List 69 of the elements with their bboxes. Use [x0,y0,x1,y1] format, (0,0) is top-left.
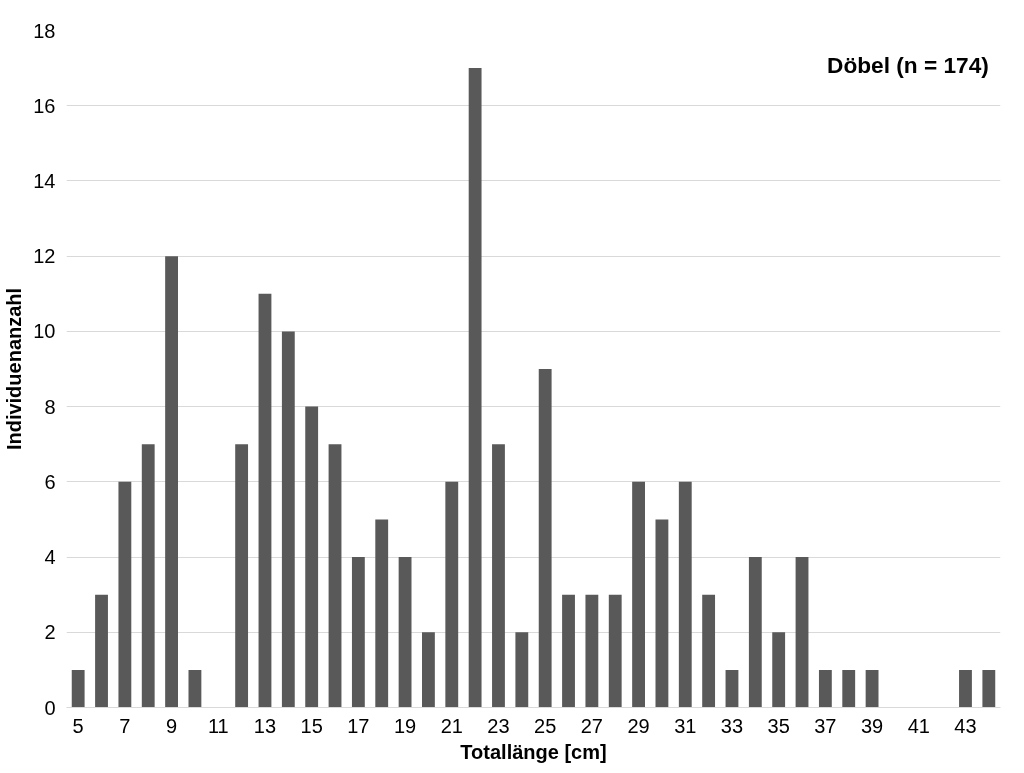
bar [258,293,272,708]
x-tick-label: 43 [954,714,977,737]
x-tick-label: 17 [347,714,370,737]
x-tick-label: 21 [440,714,463,737]
x-tick-label: 7 [119,714,131,737]
bar [562,594,575,708]
bar [305,406,319,708]
bar [398,557,412,708]
x-tick-label: 23 [487,714,510,737]
y-tick-label: 18 [33,19,56,42]
bar [959,669,972,708]
y-tick-label: 8 [44,395,56,418]
bar [328,444,342,708]
x-tick-label: 41 [907,714,930,737]
bar [351,557,365,708]
bar [445,481,459,708]
x-tick-label: 31 [674,714,697,737]
bar [235,444,249,708]
y-tick-label: 6 [44,470,56,493]
x-tick-label: 9 [166,714,178,737]
x-tick-label: 5 [72,714,84,737]
bar [865,669,879,708]
bar [608,594,622,708]
y-tick-label: 4 [44,546,56,569]
y-tick-label: 0 [44,696,56,719]
x-tick-label: 11 [207,714,229,737]
x-tick-label: 39 [860,714,884,737]
y-tick-label: 2 [44,621,56,644]
bar [538,369,552,708]
x-tick-label: 33 [720,714,744,737]
y-tick-label: 10 [33,320,56,343]
bar [772,632,786,708]
x-tick-label: 13 [253,714,277,737]
bar [702,594,716,708]
y-tick-label: 12 [33,245,56,268]
bar [585,594,599,708]
bar [795,557,809,708]
bar [188,669,202,708]
bar [678,481,692,708]
bar [655,519,669,708]
bar [281,331,295,708]
y-tick-label: 16 [33,94,56,117]
text: Döbel (n = 174) [827,51,989,78]
bar [118,481,132,708]
y-axis-title: Individuenanzahl [3,287,26,451]
x-tick-label: 29 [627,714,650,737]
bar [422,632,435,708]
x-tick-label: 37 [814,714,837,737]
x-tick-label: 27 [580,714,603,737]
bar [725,669,739,708]
y-tick-label: 14 [33,169,56,192]
bar [818,669,832,708]
x-axis-title: Totallänge [cm] [460,740,607,763]
bar [375,519,389,708]
bar [95,594,108,708]
x-tick-label: 15 [300,714,323,737]
bar [982,669,996,708]
x-tick-label: 19 [393,714,417,737]
x-tick-label: 25 [534,714,557,737]
bar [748,557,762,708]
bar [492,444,505,708]
bar [468,68,482,708]
bar [165,256,178,708]
x-tick-label: 35 [767,714,790,737]
bar [71,669,85,708]
bar [842,669,856,708]
bar [515,632,529,708]
bar [141,444,155,708]
bar [632,481,645,708]
